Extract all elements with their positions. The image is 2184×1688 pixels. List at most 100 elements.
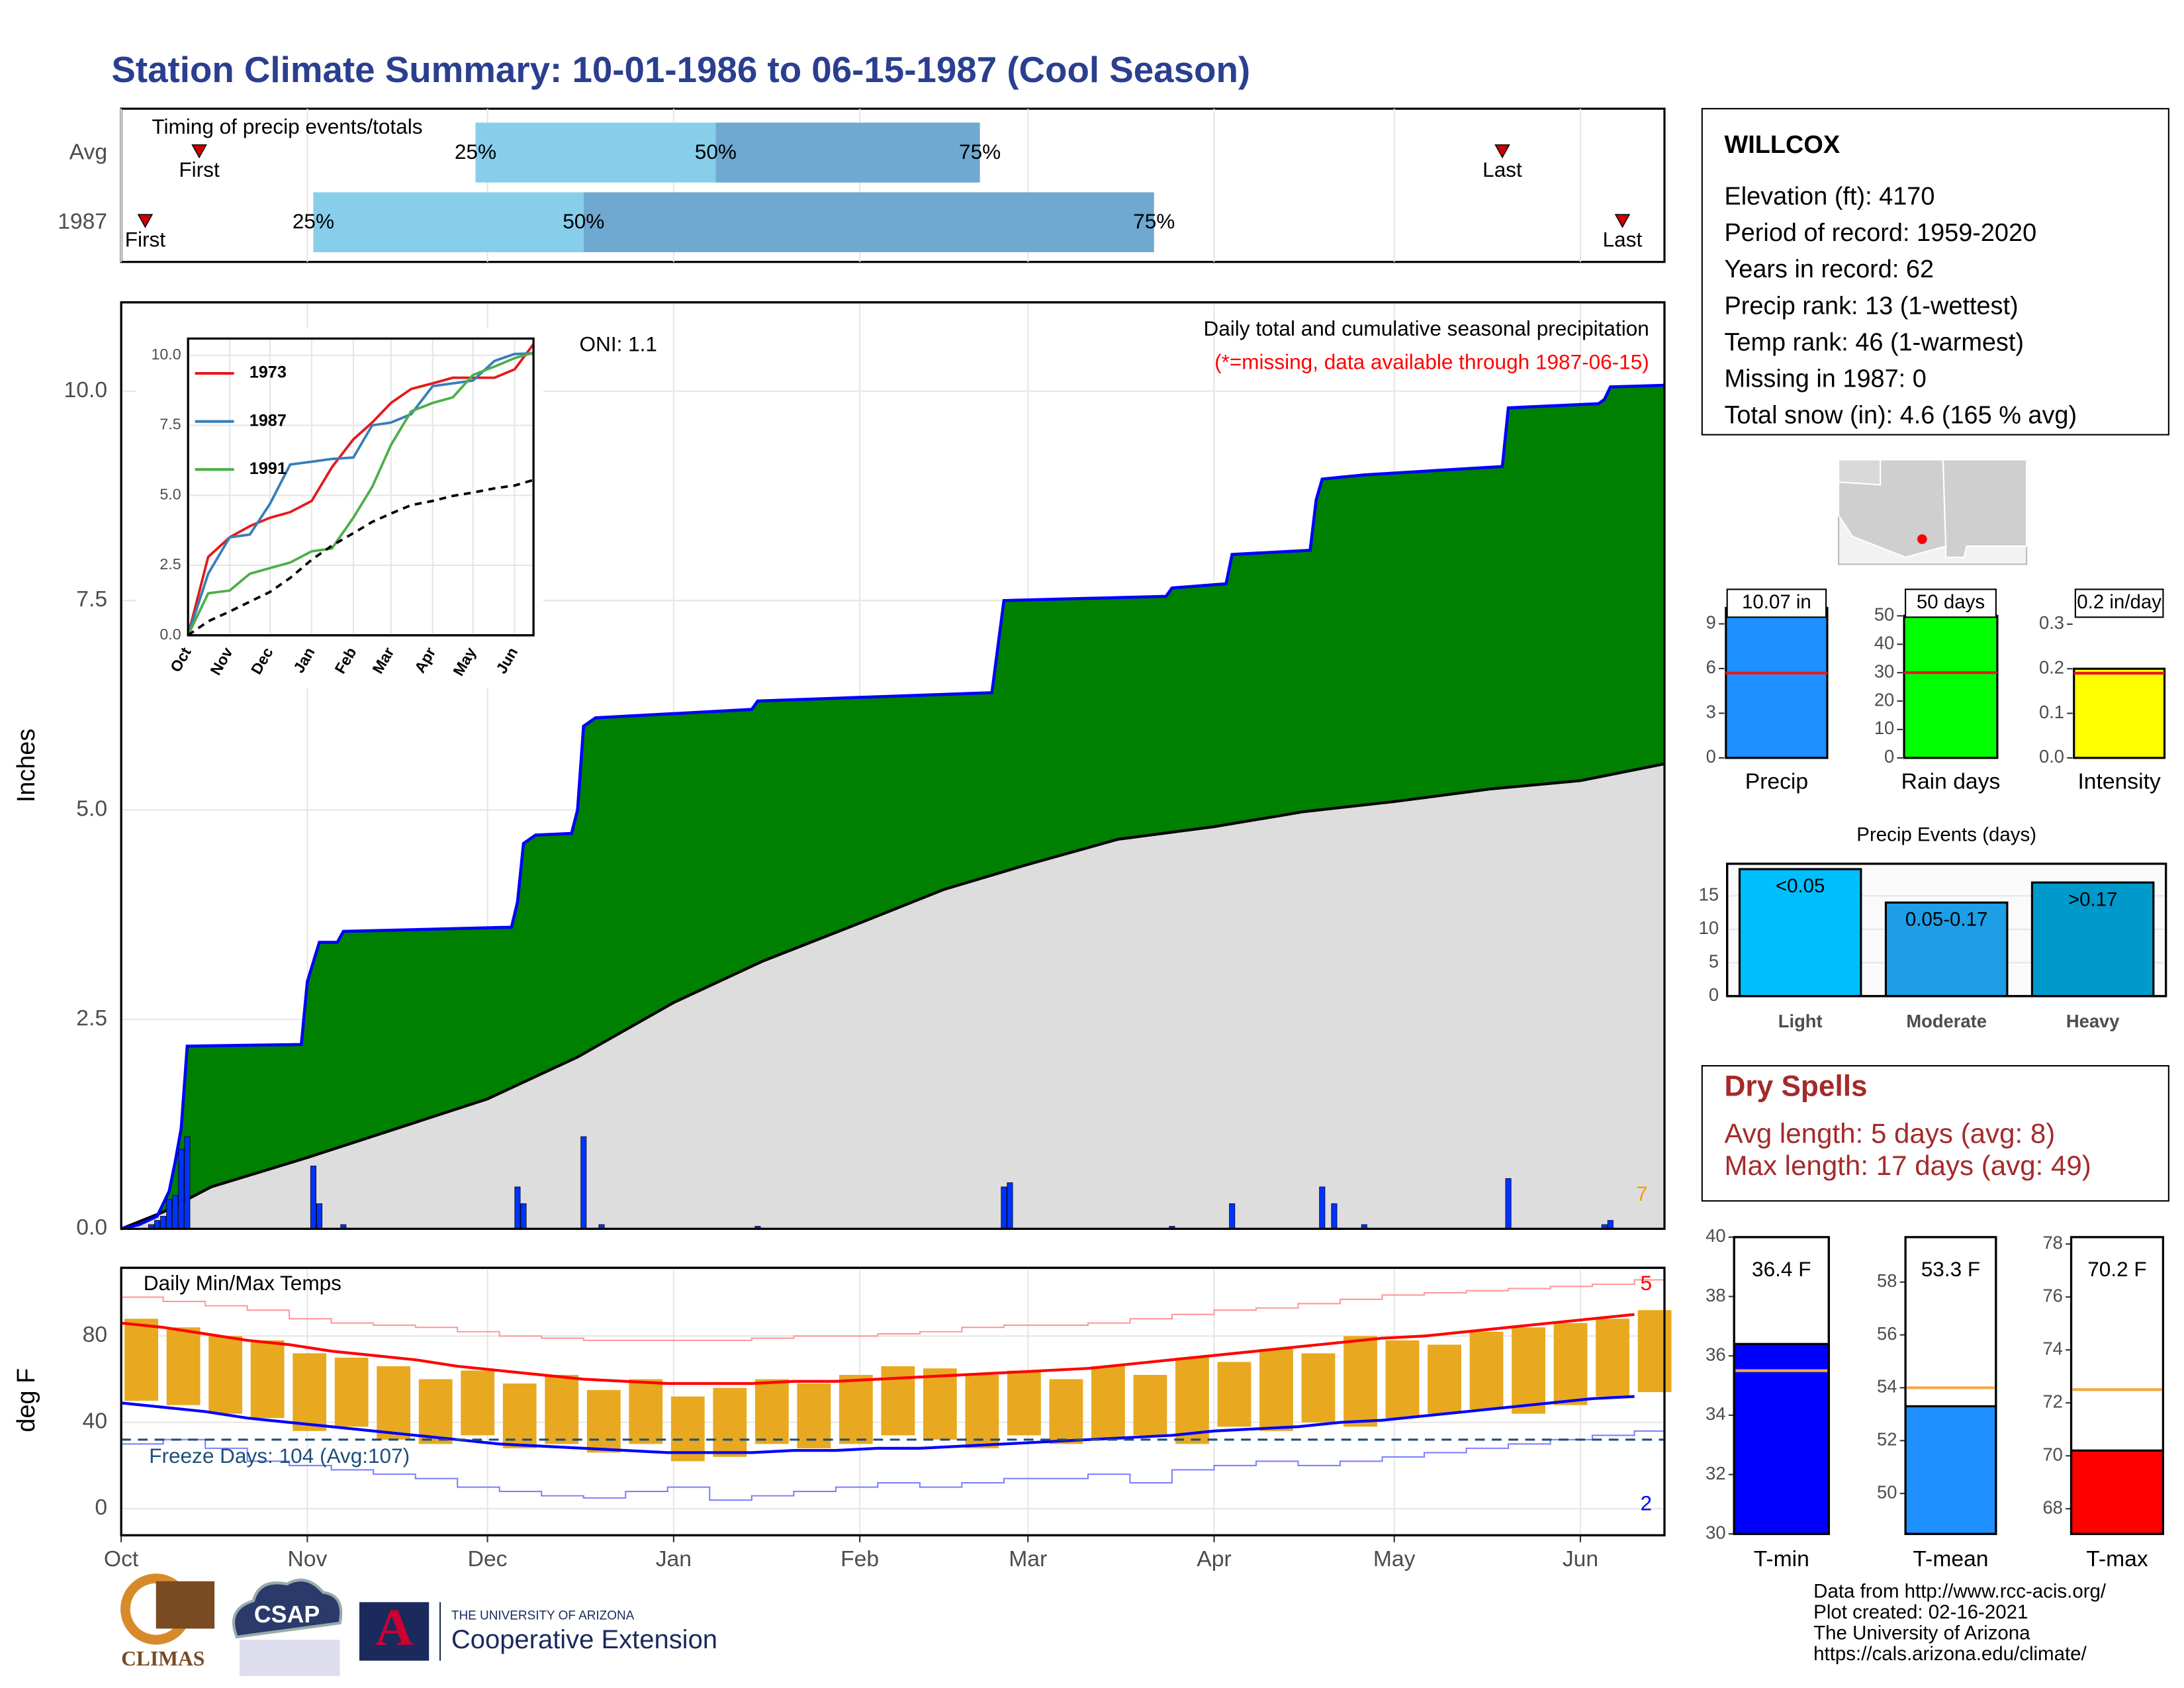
logo-text: CSAP — [254, 1601, 320, 1628]
panel-frame — [187, 337, 535, 637]
daily-bar — [1007, 1182, 1013, 1229]
temp-bar — [1385, 1340, 1420, 1419]
percentile-label: 75% — [1133, 209, 1175, 233]
bar — [2030, 881, 2155, 998]
x-tick-label: T-min — [1754, 1547, 1809, 1571]
temp-bar — [1049, 1379, 1083, 1444]
timing-bar — [583, 192, 1154, 252]
station-info: Elevation (ft): 4170 — [1724, 183, 1934, 211]
y-tick-label: 0 — [1884, 746, 1894, 767]
y-tick-label: 38 — [1706, 1285, 1725, 1305]
station-info: Total snow (in): 4.6 (165 % avg) — [1724, 402, 2077, 430]
bar — [2070, 1449, 2165, 1535]
temp-bar — [461, 1370, 495, 1436]
y-tick-label: 40 — [1706, 1225, 1725, 1246]
bar — [1725, 606, 1829, 759]
temp-bar — [839, 1374, 873, 1444]
y-tick-label: 52 — [1877, 1429, 1897, 1450]
y-tick-label: 0.2 — [2039, 657, 2064, 677]
avg-min-line — [120, 1395, 1635, 1454]
normal-line — [120, 762, 1665, 1231]
x-tick-label: Light — [1778, 1011, 1823, 1031]
bar — [2073, 667, 2166, 759]
x-tick-label: Heavy — [2066, 1011, 2120, 1031]
dry-spells-box — [1701, 1064, 2169, 1202]
y-tick-label: 10 — [1874, 718, 1894, 738]
y-tick-label: 0.0 — [76, 1215, 107, 1240]
y-tick-label: 9 — [1706, 612, 1716, 633]
station-name: WILLCOX — [1724, 131, 1840, 159]
annotation: 2 — [1640, 1491, 1652, 1515]
temp-bar — [377, 1366, 411, 1440]
map-state — [1942, 459, 2028, 558]
bar — [1903, 614, 1999, 759]
bar — [1738, 868, 1862, 998]
bar — [1884, 901, 2009, 998]
x-tick-label: Jun — [1563, 1547, 1598, 1571]
temp-bar — [250, 1340, 285, 1419]
y-tick-label: 72 — [2042, 1391, 2062, 1411]
temp-bar — [166, 1327, 201, 1405]
x-tick-label: Moderate — [1906, 1011, 1987, 1031]
x-tick-label: Dec — [468, 1547, 508, 1571]
temp-bar — [1512, 1327, 1545, 1414]
daily-bar — [1331, 1203, 1338, 1229]
bar — [1904, 1405, 1997, 1535]
bin-label: <0.05 — [1776, 875, 1825, 897]
y-tick-label: 70 — [2042, 1444, 2062, 1464]
station-info: Period of record: 1959-2020 — [1724, 219, 2036, 247]
csap-icon — [232, 1578, 343, 1639]
ua-icon — [359, 1602, 430, 1661]
y-tick-label: 2.5 — [159, 555, 181, 573]
annotation: Daily total and cumulative seasonal prec… — [1203, 316, 1649, 340]
daily-bar — [160, 1215, 167, 1229]
y-tick-label: 74 — [2042, 1338, 2062, 1358]
bar — [1733, 1342, 1830, 1535]
timing-bar — [715, 122, 980, 183]
temp-bar — [1007, 1370, 1041, 1436]
avg-max-line — [120, 1313, 1635, 1385]
percentile-label: 25% — [455, 140, 496, 164]
daily-bar — [1229, 1203, 1236, 1229]
temp-bar — [545, 1374, 579, 1444]
footer-text: Data from http://www.rcc-acis.org/ — [1813, 1580, 2107, 1602]
normal-area — [121, 763, 1664, 1229]
daily-bar — [154, 1220, 161, 1229]
panel-frame — [1733, 1236, 1830, 1535]
daily-bar — [520, 1203, 527, 1229]
y-tick-label: 5 — [1709, 951, 1719, 972]
y-tick-label: 0.0 — [159, 626, 181, 643]
temp-bar — [1553, 1323, 1588, 1405]
series-line — [187, 351, 534, 636]
temp-bar — [1133, 1374, 1167, 1436]
logo-text: CLIMAS — [121, 1647, 205, 1670]
logo-text: Cooperative Extension — [451, 1625, 717, 1654]
panel-frame — [120, 1266, 1666, 1536]
bin-label: >0.17 — [2068, 888, 2118, 910]
series-line — [187, 352, 534, 636]
y-tick-label: 40 — [83, 1409, 107, 1434]
daily-bar — [316, 1203, 323, 1229]
station-info: Temp rank: 46 (1-warmest) — [1724, 328, 2024, 356]
y-tick-label: 0.0 — [2039, 746, 2064, 767]
y-tick-label: 56 — [1877, 1323, 1897, 1344]
percentile-label: 50% — [695, 140, 737, 164]
y-tick-label: 32 — [1706, 1463, 1725, 1483]
y-tick-label: 10.0 — [64, 378, 108, 402]
footer-text: The University of Arizona — [1813, 1622, 2030, 1644]
panel-frame — [1726, 863, 2167, 998]
x-tick-label: Precip — [1745, 770, 1808, 794]
y-tick-label: 0.1 — [2039, 702, 2064, 722]
station-info: Missing in 1987: 0 — [1724, 365, 1926, 393]
temp-bar — [334, 1357, 369, 1427]
x-tick-label: T-max — [2086, 1547, 2148, 1571]
daily-bar — [1319, 1186, 1326, 1229]
temp-bar — [586, 1389, 621, 1453]
panel-frame — [120, 301, 1666, 1230]
station-marker — [1917, 534, 1927, 544]
row-label: Avg — [69, 140, 107, 164]
daily-bar — [1001, 1186, 1007, 1229]
timing-label: Last — [1603, 227, 1643, 251]
y-tick-label: 0 — [95, 1495, 107, 1520]
temp-bar — [670, 1396, 705, 1462]
